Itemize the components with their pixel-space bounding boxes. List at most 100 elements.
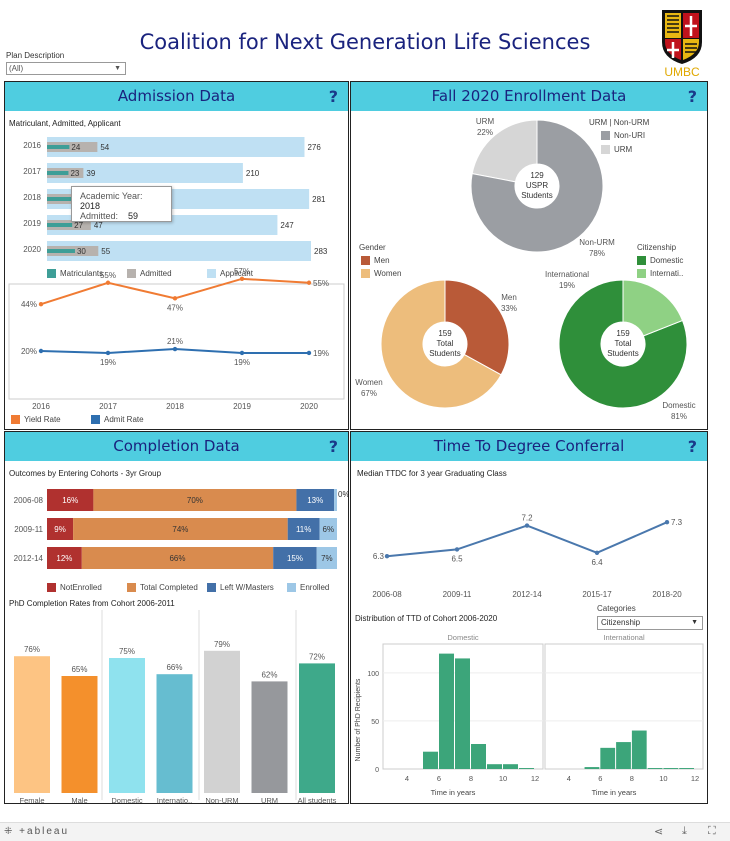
hist-bar bbox=[455, 658, 470, 769]
admit-rate-point bbox=[239, 350, 245, 356]
women-pct: 67% bbox=[361, 389, 377, 398]
admission-chart[interactable]: 2016 24 54 276 2017 23 39 210 2018 281 2019 27 47 247… bbox=[5, 130, 349, 430]
legend-non-urm[interactable]: Non-URI bbox=[601, 131, 645, 140]
help-icon[interactable]: ? bbox=[328, 87, 338, 106]
legend-applicant[interactable]: Applicant bbox=[207, 269, 253, 278]
admission-subtitle: Matriculant, Admitted, Applicant bbox=[9, 119, 121, 128]
gender-slice bbox=[380, 279, 502, 409]
admit-rate-label: 19% bbox=[234, 358, 250, 367]
outcome-segment bbox=[81, 547, 274, 569]
applicant-label: 281 bbox=[312, 195, 326, 204]
urm-slice bbox=[470, 119, 604, 253]
urm-slice bbox=[471, 119, 538, 183]
completion-panel: Completion Data ? Outcomes by Entering C… bbox=[4, 431, 349, 804]
completion-category-label: Male bbox=[71, 796, 87, 804]
plan-description-value: (All) bbox=[9, 64, 24, 73]
legend-left-masters[interactable]: Left W/Masters bbox=[207, 583, 274, 592]
hist-x-tick: 12 bbox=[691, 774, 699, 783]
rate-chart-frame bbox=[8, 283, 345, 400]
legend-women[interactable]: Women bbox=[361, 269, 401, 278]
citizenship-slice bbox=[558, 279, 688, 409]
enrollment-title: Fall 2020 Enrollment Data bbox=[431, 87, 627, 105]
median-ttdc-chart[interactable]: 6.3 2006-08 6.5 2009-11 7.2 2012-14 6.4 2015-17… bbox=[351, 480, 708, 605]
admitted-label: 54 bbox=[100, 143, 109, 152]
applicant-label: 247 bbox=[280, 221, 294, 230]
download-icon[interactable]: ⤓ bbox=[682, 825, 687, 837]
completion-rates-chart[interactable]: 76% Female 65% Male 75% Domestic 66% Internatio… bbox=[5, 610, 349, 804]
tooltip-admitted-label: Admitted: bbox=[80, 211, 119, 221]
categories-select[interactable]: Citizenship ▼ bbox=[597, 616, 703, 630]
applicant-label: 276 bbox=[307, 143, 321, 152]
help-icon[interactable]: ? bbox=[687, 437, 697, 456]
median-ttdc-label: 7.2 bbox=[521, 514, 533, 523]
admit-rate-label: 19% bbox=[100, 358, 116, 367]
completion-rate-label: 75% bbox=[119, 647, 135, 656]
legend-admitted[interactable]: Admitted bbox=[127, 269, 172, 278]
hist-y-axis-label: Number of PhD Recipients bbox=[355, 678, 362, 761]
legend-yield-rate[interactable]: Yield Rate bbox=[11, 415, 61, 424]
admission-panel: Admission Data ? Matriculant, Admitted, … bbox=[4, 81, 349, 430]
tooltip-year-value: 2018 bbox=[80, 201, 101, 211]
help-icon[interactable]: ? bbox=[328, 437, 338, 456]
year-label: 2020 bbox=[23, 245, 41, 254]
admit-rate-label: 20% bbox=[21, 347, 37, 356]
outcome-segment bbox=[47, 489, 94, 511]
admit-rate-point bbox=[306, 350, 312, 356]
median-ttdc-point bbox=[594, 550, 600, 555]
median-ttdc-point bbox=[664, 520, 670, 525]
help-icon[interactable]: ? bbox=[687, 87, 697, 106]
outcome-label: 7% bbox=[321, 554, 333, 563]
legend-urm[interactable]: URM bbox=[601, 145, 632, 154]
outcome-segment bbox=[47, 518, 74, 540]
enrollment-header: Fall 2020 Enrollment Data ? bbox=[351, 82, 707, 111]
ttd-title: Time To Degree Conferral bbox=[433, 437, 625, 455]
matriculants-label: 27 bbox=[74, 221, 83, 230]
fullscreen-icon[interactable]: ⛶ bbox=[708, 825, 716, 837]
hist-x-tick: 6 bbox=[598, 774, 602, 783]
matriculants-bar bbox=[47, 145, 70, 149]
yield-rate-point bbox=[306, 280, 312, 285]
outcome-label: 9% bbox=[54, 525, 66, 534]
completion-rate-bar bbox=[204, 650, 240, 793]
outcomes-chart[interactable]: 2006-08 16% 70% 13% 0% 2009-11 9% 74% 11% 6% 2012-… bbox=[5, 480, 349, 580]
page-title: Coalition for Next Generation Life Scien… bbox=[139, 30, 591, 54]
enrollment-charts[interactable]: 129USPRStudentsURM22%Non-URM78%159TotalS… bbox=[351, 111, 708, 430]
hist-bar bbox=[616, 742, 631, 769]
legend-total-completed[interactable]: Total Completed bbox=[127, 583, 198, 592]
rate-x-tick: 2017 bbox=[99, 402, 117, 411]
admitted-label: 39 bbox=[86, 169, 95, 178]
admitted-bar bbox=[47, 142, 98, 152]
hist-bar bbox=[663, 768, 679, 769]
women-label: Women bbox=[355, 378, 382, 387]
legend-admit-rate[interactable]: Admit Rate bbox=[91, 415, 144, 424]
year-label: 2019 bbox=[23, 219, 41, 228]
completion-rate-bar bbox=[14, 656, 50, 793]
hist-y-tick: 50 bbox=[371, 719, 379, 726]
outcome-label: 70% bbox=[187, 496, 203, 505]
legend-men[interactable]: Men bbox=[361, 256, 390, 265]
outcome-segment bbox=[287, 518, 320, 540]
completion-category-label: All students bbox=[298, 796, 337, 804]
tableau-logo[interactable]: ⁜ +ableau bbox=[4, 826, 70, 837]
share-icon[interactable]: ⋖ bbox=[654, 826, 664, 838]
legend-enrolled[interactable]: Enrolled bbox=[287, 583, 329, 592]
legend-matriculants[interactable]: Matriculants bbox=[47, 269, 103, 278]
legend-domestic[interactable]: Domestic bbox=[637, 256, 683, 265]
hist-x-axis-label: Time in years bbox=[592, 788, 637, 797]
completion-rate-bar bbox=[109, 658, 145, 793]
hist-bar bbox=[471, 744, 486, 769]
ttd-histogram[interactable]: Number of PhD Recipients 0 50 100 Domestic 4 6… bbox=[351, 630, 708, 804]
outcomes-subtitle: Outcomes by Entering Cohorts - 3yr Group bbox=[9, 469, 162, 478]
hist-bar bbox=[584, 767, 600, 769]
outcome-segment bbox=[73, 518, 288, 540]
median-x-tick: 2018-20 bbox=[652, 590, 682, 599]
legend-international[interactable]: Internati.. bbox=[637, 269, 683, 278]
hist-bar bbox=[647, 768, 663, 769]
hist-y-tick: 0 bbox=[375, 767, 379, 774]
median-ttdc-label: 7.3 bbox=[671, 518, 683, 527]
outcome-label: 16% bbox=[62, 496, 78, 505]
legend-not-enrolled[interactable]: NotEnrolled bbox=[47, 583, 102, 592]
admit-rate-point bbox=[38, 348, 44, 354]
matriculants-label: 24 bbox=[71, 143, 80, 152]
plan-description-select[interactable]: (All) ▼ bbox=[6, 62, 126, 75]
